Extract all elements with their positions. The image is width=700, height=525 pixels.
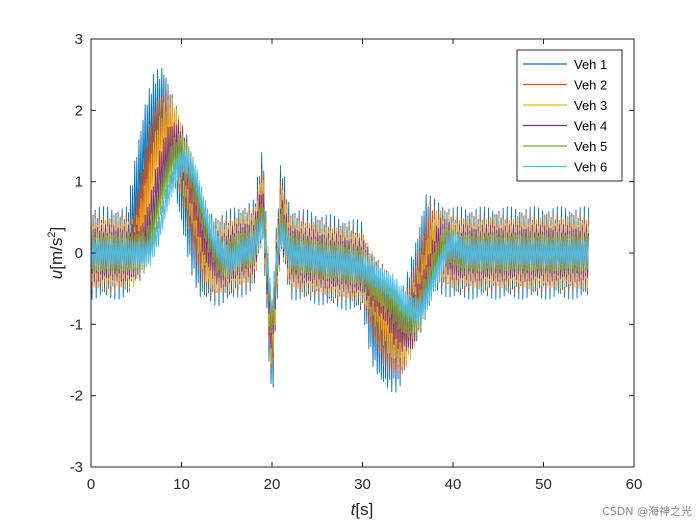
- x-axis-label-unit: [s]: [355, 500, 373, 519]
- legend-label-2: Veh 2: [574, 78, 607, 93]
- legend-label-3: Veh 3: [574, 98, 607, 113]
- y-axis-label-sup: 2: [46, 232, 58, 238]
- legend-box: [516, 49, 623, 182]
- x-tick-label: 50: [535, 476, 552, 493]
- y-tick-label: 0: [75, 245, 83, 262]
- x-tick-label: 30: [354, 476, 371, 493]
- legend-label-4: Veh 4: [574, 119, 607, 134]
- labels-layer: t[s] u[m/s2]: [46, 227, 373, 519]
- y-tick-label: 1: [75, 174, 83, 191]
- legend-label-6: Veh 6: [574, 160, 607, 175]
- x-tick-label: 20: [264, 476, 281, 493]
- y-tick-label: 2: [75, 102, 83, 119]
- legend-label-1: Veh 1: [574, 57, 607, 72]
- series-line-6: [91, 147, 589, 325]
- y-tick-label: -3: [70, 459, 83, 476]
- y-axis-label: u[m/s2]: [46, 227, 66, 279]
- axes-layer: 0 10 20 30 40 50 60 -3 -2 -1 0 1 2 3: [70, 31, 643, 493]
- x-axis-label-var: t: [351, 500, 357, 519]
- legend-label-5: Veh 5: [574, 139, 607, 154]
- x-tick-label: 0: [87, 476, 95, 493]
- y-axis-label-close: ]: [47, 227, 66, 232]
- y-axis-label-unit: [m/s: [47, 238, 66, 270]
- watermark: CSDN @海神之光: [602, 505, 692, 518]
- y-tick-label: -2: [70, 388, 83, 405]
- y-axis-label-var: u: [47, 269, 66, 279]
- x-tick-label: 40: [445, 476, 462, 493]
- x-tick-label: 10: [173, 476, 190, 493]
- series-layer: [91, 67, 589, 393]
- x-tick-label: 60: [626, 476, 643, 493]
- y-tick-label: -1: [70, 316, 83, 333]
- legend: Veh 1 Veh 2 Veh 3 Veh 4 Veh 5 Veh 6: [516, 49, 623, 182]
- y-tick-label: 3: [75, 31, 83, 48]
- x-axis-label: t[s]: [351, 500, 374, 519]
